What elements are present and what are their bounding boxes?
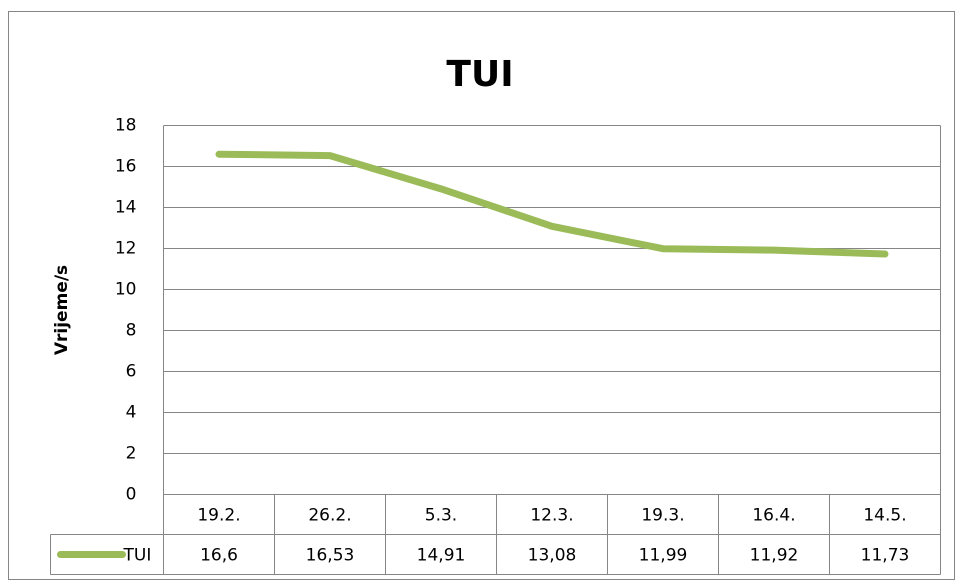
- data-label: 14,91: [417, 546, 466, 566]
- x-tick-label: 5.3.: [425, 506, 457, 526]
- y-tick-label: 12: [115, 239, 137, 259]
- data-label: 16,6: [200, 546, 238, 566]
- legend-label: TUI: [123, 546, 152, 566]
- data-label: 11,73: [861, 546, 910, 566]
- x-tick-label: 26.2.: [308, 506, 351, 526]
- x-tick-label: 12.3.: [530, 506, 573, 526]
- data-label: 13,08: [528, 546, 577, 566]
- y-tick-label: 8: [126, 321, 137, 341]
- data-label: 11,92: [750, 546, 799, 566]
- y-tick-label: 18: [115, 116, 137, 136]
- x-tick-label: 19.2.: [197, 506, 240, 526]
- y-tick-label: 16: [115, 157, 137, 177]
- x-tick-label: 14.5.: [863, 506, 906, 526]
- chart-title: TUI: [446, 54, 513, 95]
- data-label: 11,99: [639, 546, 688, 566]
- x-tick-label: 19.3.: [641, 506, 684, 526]
- y-tick-label: 10: [115, 280, 137, 300]
- line-series: [215, 150, 889, 258]
- y-tick-label: 14: [115, 198, 137, 218]
- y-tick-label: 2: [126, 444, 137, 464]
- y-tick-label: 4: [126, 403, 137, 423]
- y-axis-label: Vrijeme/s: [52, 265, 72, 355]
- data-label: 16,53: [306, 546, 355, 566]
- y-tick-label: 0: [126, 485, 137, 505]
- chart-border: [8, 11, 955, 580]
- x-tick-label: 16.4.: [752, 506, 795, 526]
- y-tick-label: 6: [126, 362, 137, 382]
